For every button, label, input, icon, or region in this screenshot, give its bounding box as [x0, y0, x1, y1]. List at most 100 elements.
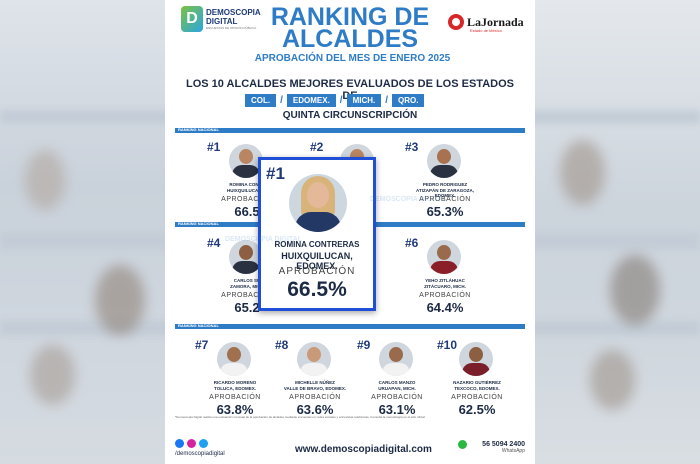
mayor-card: #1 ROMINA CONTR HUIXQUILUCAN, E APROBACI…	[207, 140, 287, 240]
approval-label: APROBACIÓN	[221, 292, 273, 299]
mayor-photo	[427, 240, 461, 274]
state-separator: /	[280, 95, 283, 106]
featured-mayor-card: #1 ROMINA CONTRERAS HUIXQUILUCAN, EDOMEX…	[258, 157, 376, 311]
poster-title: RANKING DE ALCALDES	[270, 3, 430, 53]
mayor-name: NAZARIO GUTIÉRREZ	[453, 380, 501, 385]
demoscopia-logo: D DEMOSCOPIA DIGITAL ENCUESTAS DE OPINIÓ…	[181, 6, 261, 32]
state-separator: /	[339, 95, 343, 106]
logo-tagline: ENCUESTAS DE OPINIÓN PÚBLICA	[206, 25, 257, 30]
mayor-photo	[379, 342, 413, 376]
jornada-name: LaJornada	[467, 14, 524, 29]
featured-rank: #1	[266, 164, 285, 183]
instagram-icon[interactable]	[187, 439, 196, 448]
logo-line2: DIGITAL	[206, 16, 238, 26]
mayor-name: RICARDO MORENO	[213, 380, 257, 385]
mayor-municipality: URUAPAN, MICH.	[378, 386, 416, 391]
methodology-note: *Demoscopia Digital realiza una evaluaci…	[175, 415, 426, 419]
mayor-card: #8 MICHELLE NÚÑEZ VALLE DE BRAVO, EDOMEX…	[275, 338, 355, 438]
mayor-municipality: ATIZAPÁN DE ZARAGOZA, EDOMEX.	[416, 188, 474, 198]
mayor-card: #3 PEDRO RODRIGUEZ ATIZAPÁN DE ZARAGOZA,…	[405, 140, 485, 240]
watermark: DEMOSCOPIA DIGITAL	[225, 236, 302, 243]
backdrop-blob	[610, 255, 660, 325]
mayor-municipality: ZITÁCUARO, MICH.	[424, 284, 466, 289]
poster-subtitle: APROBACIÓN DEL MES DE ENERO 2025	[254, 53, 451, 64]
section-label: RANKING NACIONAL	[178, 127, 219, 132]
backdrop-blob	[590, 350, 635, 410]
state-badge: COL.	[245, 94, 277, 107]
featured-municipality: HUIXQUILUCAN, EDOMEX.	[281, 251, 353, 271]
ranking-poster: D DEMOSCOPIA DIGITAL ENCUESTAS DE OPINIÓ…	[165, 0, 535, 464]
whatsapp-icon[interactable]	[458, 440, 467, 449]
poster-footer: /demoscopiadigital www.demoscopiadigital…	[175, 437, 525, 461]
social-icons	[175, 439, 208, 448]
featured-approval-label: APROBACIÓN	[278, 266, 356, 277]
rank-number: #6	[405, 236, 419, 250]
mayor-municipality: TEXCOCO, EDOMEX.	[454, 386, 500, 391]
watermark: DEMOSCOPIA DIGITAL	[370, 196, 447, 203]
approval-value: 66.5	[234, 204, 260, 219]
mayor-card: #4 CARLOS SU ZAMORA, MICH APROBACIÓN 65.…	[207, 236, 287, 336]
social-handle[interactable]: /demoscopiadigital	[175, 451, 225, 457]
mayor-card: #9 CARLOS MANZO URUAPAN, MICH. APROBACIÓ…	[357, 338, 437, 438]
mayor-card: #7 RICARDO MORENO TOLUCA, EDOMEX. APROBA…	[195, 338, 275, 438]
logo-line1: DEMOSCOPIA	[206, 7, 261, 17]
mayor-name: YEHO ZITLÁHUAC	[425, 278, 465, 283]
mayor-card: #10 NAZARIO GUTIÉRREZ TEXCOCO, EDOMEX. A…	[437, 338, 517, 438]
approval-label: APROBACIÓN	[221, 196, 273, 203]
mayor-card: #6 YEHO ZITLÁHUAC ZITÁCUARO, MICH. APROB…	[405, 236, 485, 336]
states-row: COL. / EDOMEX. / MICH. / QRO.	[245, 94, 425, 107]
region-label: QUINTA CIRCUNSCRIPCIÓN	[282, 110, 418, 121]
website-link[interactable]: www.demoscopiadigital.com	[295, 444, 432, 455]
section-bar: RANKING NACIONAL	[175, 127, 525, 133]
rank-number: #10	[437, 338, 458, 352]
section-label: RANKING NACIONAL	[178, 221, 219, 226]
mayor-name: MICHELLE NÚÑEZ	[295, 380, 335, 385]
featured-name: ROMINA CONTRERAS	[274, 240, 360, 249]
mayor-municipality: VALLE DE BRAVO, EDOMEX.	[283, 386, 347, 391]
backdrop-blob	[95, 265, 145, 335]
backdrop-blob	[30, 345, 75, 405]
approval-label: APROBACIÓN	[419, 292, 471, 299]
facebook-icon[interactable]	[175, 439, 184, 448]
mayor-municipality: TOLUCA, EDOMEX.	[214, 386, 256, 391]
mayor-municipality: HUIXQUILUCAN, E	[226, 188, 267, 193]
mayor-name: CARLOS MANZO	[378, 380, 416, 385]
approval-label: APROBACIÓN	[209, 394, 261, 401]
mayor-photo	[229, 144, 263, 178]
rank-number: #1	[207, 140, 221, 154]
approval-value: 63.1%	[378, 402, 416, 417]
logo-mark: D	[181, 6, 203, 32]
backdrop-blob	[25, 150, 65, 210]
approval-label: APROBACIÓN	[371, 394, 423, 401]
state-badge: QRO.	[392, 94, 425, 107]
approval-value: 64.4%	[426, 300, 464, 315]
rank-number: #2	[310, 140, 324, 154]
mayor-photo	[229, 240, 263, 274]
approval-value: 62.5%	[458, 402, 496, 417]
rank-number: #4	[207, 236, 221, 250]
mayor-photo	[297, 342, 331, 376]
mayor-photo	[427, 144, 461, 178]
jornada-seal-icon	[448, 14, 464, 30]
rank-number: #7	[195, 338, 209, 352]
section-label: RANKING NACIONAL	[178, 323, 219, 328]
mayor-name: PEDRO RODRIGUEZ	[422, 182, 468, 187]
rank-number: #9	[357, 338, 371, 352]
mayor-municipality: ZAMORA, MICH	[230, 284, 264, 289]
mayor-photo	[217, 342, 251, 376]
featured-approval-value: 66.5%	[287, 278, 347, 301]
approval-label: APROBACIÓN	[289, 394, 341, 401]
approval-label: APROBACIÓN	[451, 394, 503, 401]
rank-number: #8	[275, 338, 289, 352]
mayor-name: CARLOS SU	[233, 278, 261, 283]
whatsapp-label: WhatsApp	[501, 448, 525, 454]
mayor-photo	[459, 342, 493, 376]
la-jornada-logo: LaJornada Estado de México	[448, 14, 524, 33]
state-badge: MICH.	[346, 94, 382, 107]
state-separator: /	[385, 95, 389, 106]
rank-number: #3	[405, 140, 419, 154]
whatsapp-phone[interactable]: 56 5094 2400	[482, 441, 525, 448]
featured-photo	[289, 174, 347, 232]
backdrop-blob	[560, 140, 605, 205]
twitter-icon[interactable]	[199, 439, 208, 448]
